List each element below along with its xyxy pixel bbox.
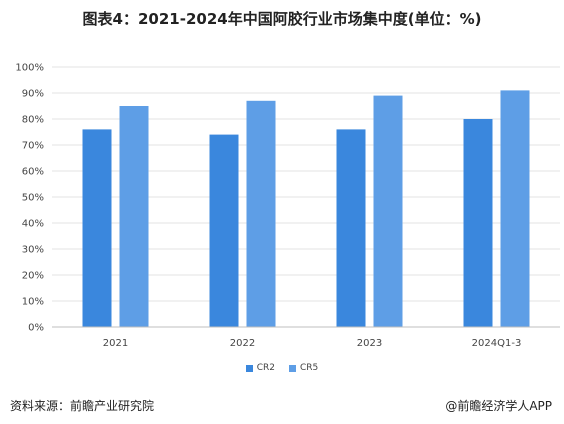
y-axis: 0% 10% 20% 30% 40% 50% 60% 70% 80% 90% 100% bbox=[15, 63, 44, 334]
bar-cr5-2021 bbox=[119, 106, 149, 327]
bars bbox=[82, 90, 530, 328]
legend-label-cr2: CR2 bbox=[256, 363, 275, 373]
y-tick-label: 60% bbox=[22, 167, 44, 178]
y-tick-label: 40% bbox=[22, 219, 44, 230]
y-tick-label: 30% bbox=[22, 245, 44, 256]
bar-chart: 0%10%20%30%40%50%60%70%80%90%100% 2021 20… bbox=[15, 63, 560, 349]
x-tick-label: 2021 bbox=[103, 338, 128, 349]
source-note: 资料来源：前瞻产业研究院 bbox=[10, 399, 155, 413]
y-tick-label: 20% bbox=[22, 271, 44, 282]
legend-swatch-cr2 bbox=[245, 364, 253, 372]
y-tick-label: 70% bbox=[22, 141, 44, 152]
y-tick-label: 10% bbox=[22, 297, 44, 308]
x-tick-label: 2022 bbox=[230, 338, 255, 349]
x-tick-label: 2024Q1-3 bbox=[472, 338, 522, 349]
bar-cr2-2024q1-3 bbox=[463, 119, 493, 327]
bar-cr5-2022 bbox=[246, 100, 276, 327]
chart-title: 图表4：2021-2024年中国阿胶行业市场集中度(单位：%) bbox=[82, 10, 482, 28]
legend-label-cr5: CR5 bbox=[300, 363, 319, 373]
y-tick-label: 0% bbox=[28, 323, 44, 334]
legend: CR2 CR5 bbox=[0, 363, 564, 373]
x-tick-label: 2023 bbox=[357, 338, 382, 349]
legend-item-cr5: CR5 bbox=[289, 363, 318, 373]
x-axis: 2021 2022 2023 2024Q1-3 bbox=[52, 326, 560, 349]
legend-item-cr2: CR2 bbox=[245, 363, 275, 373]
bar-cr2-2022 bbox=[209, 134, 239, 327]
bar-cr5-2023 bbox=[373, 95, 403, 327]
legend-swatch-cr5 bbox=[289, 364, 296, 372]
y-tick-label: 100% bbox=[15, 63, 44, 74]
credit-note: @前瞻经济学人APP bbox=[445, 399, 552, 413]
bar-cr5-2024q1-3 bbox=[500, 90, 530, 328]
bar-cr2-2023 bbox=[336, 129, 366, 327]
y-tick-label: 80% bbox=[22, 115, 44, 126]
bar-cr2-2021 bbox=[82, 129, 112, 327]
y-tick-label: 50% bbox=[22, 193, 44, 204]
y-tick-label: 90% bbox=[22, 89, 44, 100]
